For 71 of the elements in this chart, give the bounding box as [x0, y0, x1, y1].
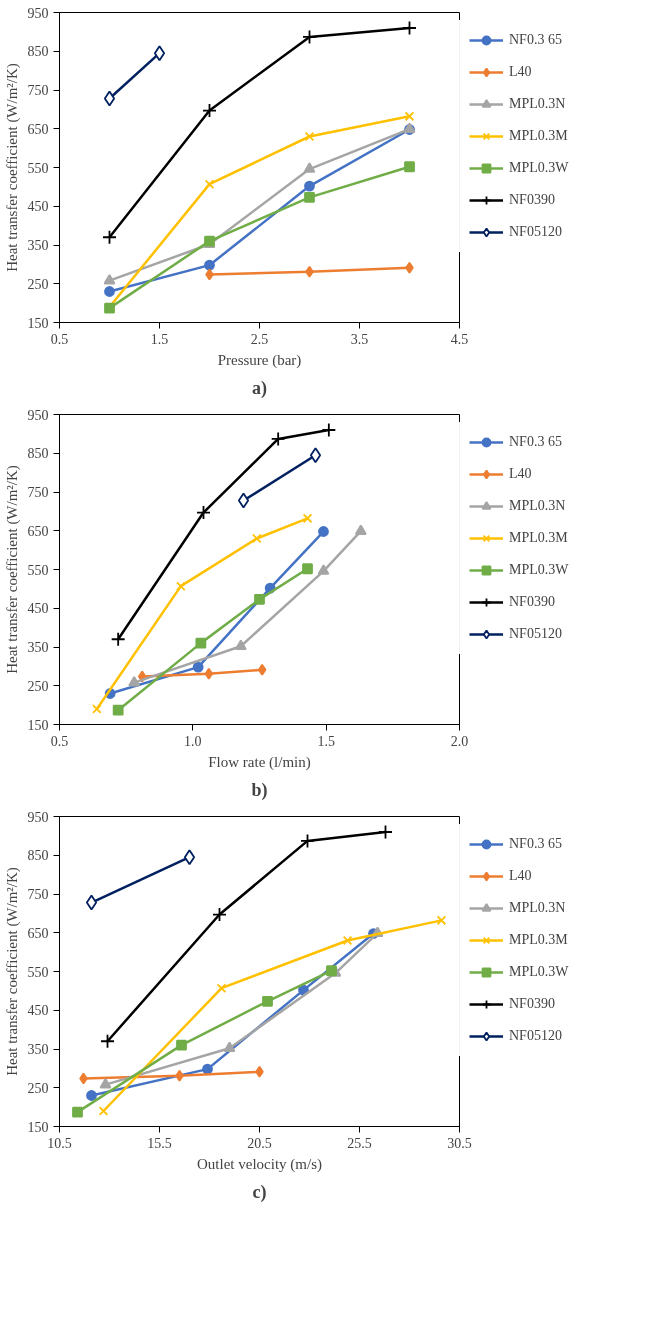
legend-label: L40	[509, 64, 532, 80]
legend-label: MPL0.3N	[509, 498, 566, 514]
y-tick-label: 850	[27, 446, 49, 462]
text: b)	[251, 779, 268, 801]
y-tick-label: 950	[27, 809, 49, 825]
y-tick-label: 450	[27, 1003, 49, 1019]
y-tick-label: 750	[27, 83, 49, 98]
x-tick-label: 25.5	[347, 1135, 372, 1151]
legend-label: L40	[509, 868, 532, 884]
y-tick-label: 850	[27, 848, 49, 864]
y-tick-label: 350	[27, 640, 49, 655]
x-axis-title: Flow rate (l/min)	[208, 753, 311, 771]
legend-label: MPL0.3N	[509, 900, 566, 916]
x-tick-label: 10.5	[47, 1135, 72, 1151]
x-tick-label: 1.5	[317, 733, 335, 749]
y-tick-label: 550	[27, 562, 49, 578]
y-tick-label: 850	[27, 44, 49, 60]
legend-label: NF05120	[509, 626, 562, 642]
x-tick-label: 0.5	[50, 733, 69, 749]
y-tick-label: 150	[27, 1119, 49, 1135]
legend-label: NF05120	[509, 1028, 562, 1044]
y-axis-title: Heat transfer coefficient (W/m²/K)	[3, 867, 21, 1076]
legend-label: MPL0.3W	[509, 160, 569, 176]
x-tick-label: 20.5	[247, 1135, 272, 1151]
y-tick-label: 450	[27, 601, 49, 617]
y-tick-label: 650	[27, 121, 49, 137]
y-tick-label: 350	[27, 238, 49, 253]
y-tick-label: 250	[27, 1080, 49, 1096]
x-axis-title: Outlet velocity (m/s)	[197, 1155, 322, 1173]
y-axis-title: Heat transfer coefficient (W/m²/K)	[3, 63, 21, 272]
x-tick-label: 2.5	[250, 331, 269, 347]
legend-label: MPL0.3W	[509, 964, 569, 980]
legend-label: MPL0.3M	[509, 932, 568, 948]
y-tick-label: 150	[27, 717, 49, 733]
legend-label: NF0.3 65	[509, 434, 562, 450]
legend-label: MPL0.3W	[509, 562, 569, 578]
x-tick-label: 1.5	[150, 331, 169, 347]
y-tick-label: 350	[27, 1042, 49, 1057]
y-tick-label: 650	[27, 523, 49, 539]
legend-label: NF0.3 65	[509, 32, 562, 48]
y-tick-label: 750	[27, 887, 49, 902]
y-tick-label: 750	[27, 485, 49, 500]
y-tick-label: 550	[27, 160, 49, 176]
legend-label: NF0390	[509, 192, 555, 208]
y-tick-label: 950	[27, 5, 49, 21]
x-axis-title: Pressure (bar)	[217, 351, 302, 369]
y-tick-label: 450	[27, 199, 49, 215]
legend-label: NF0390	[509, 996, 555, 1012]
legend-label: NF05120	[509, 224, 562, 240]
text: c)	[252, 1181, 267, 1203]
y-axis-title: Heat transfer coefficient (W/m²/K)	[3, 465, 21, 674]
x-tick-label: 4.5	[450, 331, 469, 347]
x-tick-label: 3.5	[350, 331, 369, 347]
text: a)	[252, 377, 267, 399]
y-tick-label: 250	[27, 276, 49, 292]
x-tick-label: 1.0	[184, 733, 202, 749]
y-tick-label: 250	[27, 678, 49, 694]
x-tick-label: 0.5	[50, 331, 69, 347]
legend-label: MPL0.3N	[509, 96, 566, 112]
legend-label: L40	[509, 466, 532, 482]
legend-label: NF0.3 65	[509, 836, 562, 852]
x-tick-label: 30.5	[447, 1135, 472, 1151]
x-tick-label: 15.5	[147, 1135, 172, 1151]
legend-label: NF0390	[509, 594, 555, 610]
y-tick-label: 950	[27, 407, 49, 423]
x-tick-label: 2.0	[450, 733, 469, 749]
legend-label: MPL0.3M	[509, 128, 568, 144]
y-tick-label: 650	[27, 925, 49, 941]
legend-label: MPL0.3M	[509, 530, 568, 546]
y-tick-label: 550	[27, 964, 49, 980]
y-tick-label: 150	[27, 315, 49, 331]
